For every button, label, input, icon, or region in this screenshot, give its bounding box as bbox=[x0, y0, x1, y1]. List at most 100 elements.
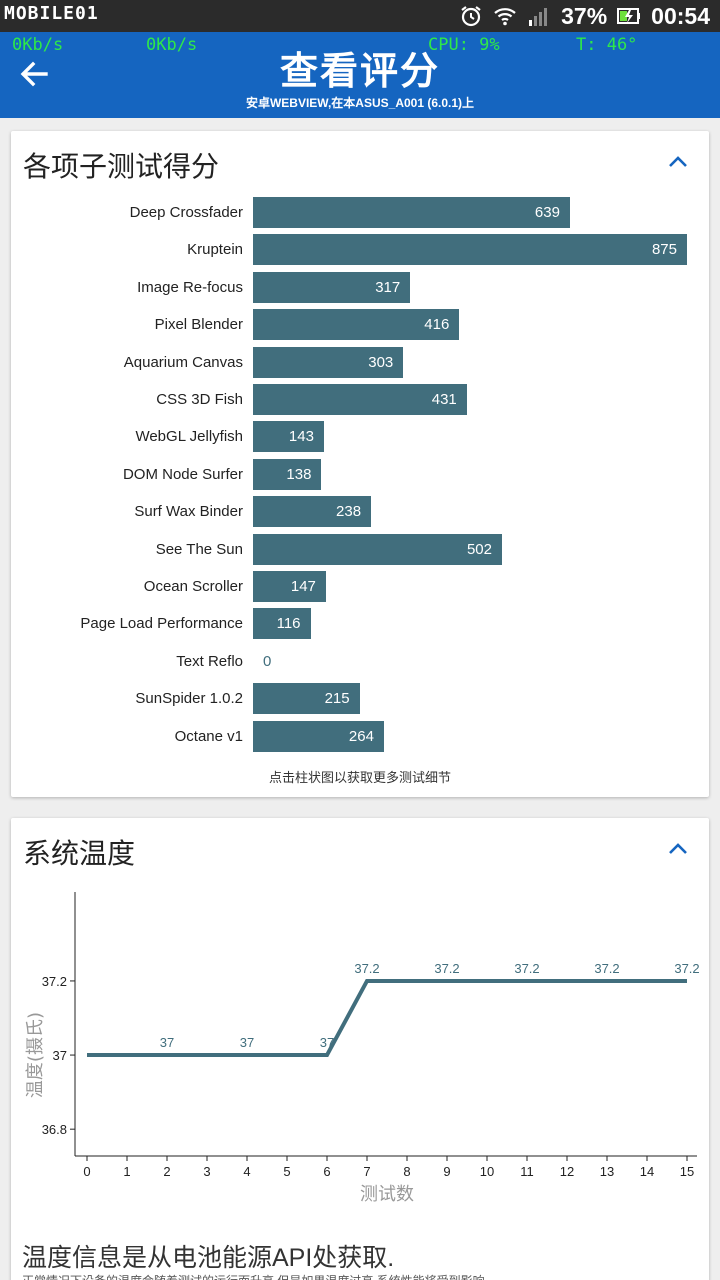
bar-label: Deep Crossfader bbox=[129, 204, 243, 221]
bar-value: 303 bbox=[368, 353, 394, 371]
x-tick-label: 4 bbox=[243, 1164, 250, 1179]
bar-value: 502 bbox=[466, 540, 492, 558]
bar-row[interactable]: Aquarium Canvas 303 bbox=[11, 346, 709, 378]
subtest-scores-card: 各项子测试得分 Deep Crossfader 639 Kruptein 875 Ima… bbox=[11, 131, 709, 797]
x-tick-label: 5 bbox=[283, 1164, 290, 1179]
bar-label: Pixel Blender bbox=[154, 316, 243, 334]
page-title: 查看评分 bbox=[279, 51, 440, 93]
bar-label: DOM Node Surfer bbox=[122, 465, 243, 483]
score-bar[interactable]: 317 bbox=[253, 271, 411, 303]
data-label: 37.2 bbox=[674, 961, 699, 976]
x-tick-label: 0 bbox=[83, 1164, 90, 1179]
watermark-logo: MOBILE01 bbox=[4, 3, 99, 24]
device-temp: T: 46° bbox=[576, 35, 638, 55]
bar-value: 0 bbox=[263, 652, 272, 670]
x-tick-label: 8 bbox=[403, 1164, 410, 1179]
bar-value: 264 bbox=[348, 727, 374, 745]
y-axis-label: 温度(摄氏) bbox=[25, 1012, 46, 1098]
x-tick-label: 11 bbox=[520, 1164, 534, 1179]
y-tick-label: 36.8 bbox=[42, 1122, 67, 1137]
bar-label: Octane v1 bbox=[174, 727, 243, 745]
bar-row[interactable]: DOM Node Surfer 138 bbox=[11, 458, 709, 490]
bar-row[interactable]: Octane v1 264 bbox=[11, 720, 709, 752]
bar-value: 238 bbox=[336, 503, 362, 521]
x-tick-label: 2 bbox=[163, 1164, 170, 1179]
bar-row[interactable]: Deep Crossfader 639 bbox=[11, 197, 709, 228]
score-bar[interactable]: 147 bbox=[253, 571, 326, 602]
back-arrow-icon[interactable] bbox=[18, 58, 50, 90]
bar-row[interactable]: Kruptein 875 bbox=[11, 234, 709, 266]
score-bar[interactable]: 639 bbox=[253, 197, 570, 228]
bar-value: 639 bbox=[534, 204, 560, 221]
data-label: 37.2 bbox=[354, 961, 379, 976]
temperature-line bbox=[87, 978, 687, 1058]
wifi-icon bbox=[494, 8, 516, 26]
x-tick-label: 14 bbox=[640, 1164, 654, 1179]
score-bar[interactable]: 502 bbox=[253, 533, 502, 565]
score-bar[interactable]: 303 bbox=[253, 346, 404, 378]
data-label: 37.2 bbox=[434, 961, 459, 976]
bar-row[interactable]: SunSpider 1.0.2 215 bbox=[11, 683, 709, 715]
net-up-speed: 0Kb/s bbox=[146, 35, 198, 55]
bar-label: Kruptein bbox=[187, 241, 243, 259]
score-bar[interactable]: 116 bbox=[253, 608, 311, 640]
score-bar[interactable]: 875 bbox=[253, 234, 687, 266]
collapse-chevron-icon[interactable] bbox=[665, 149, 691, 175]
bar-row[interactable]: CSS 3D Fish 431 bbox=[11, 384, 709, 415]
bar-row[interactable]: See The Sun 502 bbox=[11, 533, 709, 565]
x-tick-label: 6 bbox=[323, 1164, 330, 1179]
x-tick-label: 9 bbox=[443, 1164, 450, 1179]
x-tick-label: 3 bbox=[203, 1164, 210, 1179]
x-tick-label: 1 bbox=[123, 1164, 130, 1179]
data-label: 37 bbox=[240, 1035, 254, 1050]
bar-row[interactable]: Page Load Performance 116 bbox=[11, 608, 709, 640]
x-tick-label: 13 bbox=[600, 1164, 614, 1179]
collapse-chevron-icon[interactable] bbox=[665, 836, 691, 862]
x-axis-label: 测试数 bbox=[360, 1184, 414, 1205]
system-temperature-card: 系统温度 36.8 37 37.2 0 1 2 3 4 5 6 7 8 9 10 11 12 13 14 15 37 3… bbox=[11, 818, 709, 1280]
bar-label: Surf Wax Binder bbox=[134, 503, 243, 521]
score-bar[interactable]: 215 bbox=[253, 683, 360, 715]
bar-row[interactable]: Text Reflo 0 bbox=[11, 646, 709, 677]
battery-charging-icon bbox=[617, 8, 641, 24]
score-bar[interactable]: 431 bbox=[253, 384, 467, 415]
score-bar[interactable]: 238 bbox=[253, 496, 372, 528]
battery-percent: 37% bbox=[561, 2, 608, 29]
x-tick-label: 7 bbox=[363, 1164, 370, 1179]
score-bar[interactable]: 264 bbox=[253, 720, 384, 752]
x-tick-label: 10 bbox=[480, 1164, 494, 1179]
bar-value: 116 bbox=[276, 615, 301, 633]
bar-label: Text Reflo bbox=[176, 652, 243, 670]
bar-row[interactable]: WebGL Jellyfish 143 bbox=[11, 421, 709, 453]
net-down-speed: 0Kb/s bbox=[12, 35, 64, 55]
bar-row[interactable]: Image Re-focus 317 bbox=[11, 271, 709, 303]
y-tick-label: 37 bbox=[53, 1048, 67, 1063]
x-tick-label: 15 bbox=[680, 1164, 694, 1179]
bar-value: 416 bbox=[424, 316, 450, 334]
bar-value: 875 bbox=[651, 241, 677, 259]
page-subtitle: 安卓WEBVIEW,在本ASUS_A001 (6.0.1)上 bbox=[245, 96, 475, 110]
status-icons: 37% 00:54 bbox=[459, 2, 710, 30]
bar-label: CSS 3D Fish bbox=[156, 391, 243, 408]
bar-label: Image Re-focus bbox=[137, 278, 243, 296]
data-label: 37 bbox=[320, 1035, 334, 1050]
score-bar[interactable]: 143 bbox=[253, 421, 324, 453]
bar-value: 431 bbox=[431, 391, 457, 408]
bar-row[interactable]: Ocean Scroller 147 bbox=[11, 571, 709, 602]
bar-label: WebGL Jellyfish bbox=[135, 428, 243, 446]
clock: 00:54 bbox=[651, 2, 710, 29]
cpu-usage: CPU: 9% bbox=[428, 35, 500, 55]
bar-row[interactable]: Pixel Blender 416 bbox=[11, 309, 709, 341]
app-bar: 0Kb/s 0Kb/s CPU: 9% T: 46° 查看评分 安卓WEBVIE… bbox=[0, 32, 720, 118]
bar-label: SunSpider 1.0.2 bbox=[135, 690, 243, 708]
status-bar: MOBILE01 37% 00:54 bbox=[0, 0, 720, 32]
bar-value: 138 bbox=[286, 465, 312, 483]
temp-info-subtitle: 正常情况下设备的温度会随着测试的运行而升高,但是如果温度过高,系统性能将受到影响 bbox=[22, 1272, 712, 1280]
bar-label: Page Load Performance bbox=[80, 615, 243, 633]
score-bar[interactable]: 138 bbox=[253, 458, 322, 490]
score-bar[interactable]: 416 bbox=[253, 309, 460, 341]
bar-row[interactable]: Surf Wax Binder 238 bbox=[11, 496, 709, 528]
bar-value: 317 bbox=[375, 278, 401, 296]
alarm-icon bbox=[461, 6, 481, 27]
